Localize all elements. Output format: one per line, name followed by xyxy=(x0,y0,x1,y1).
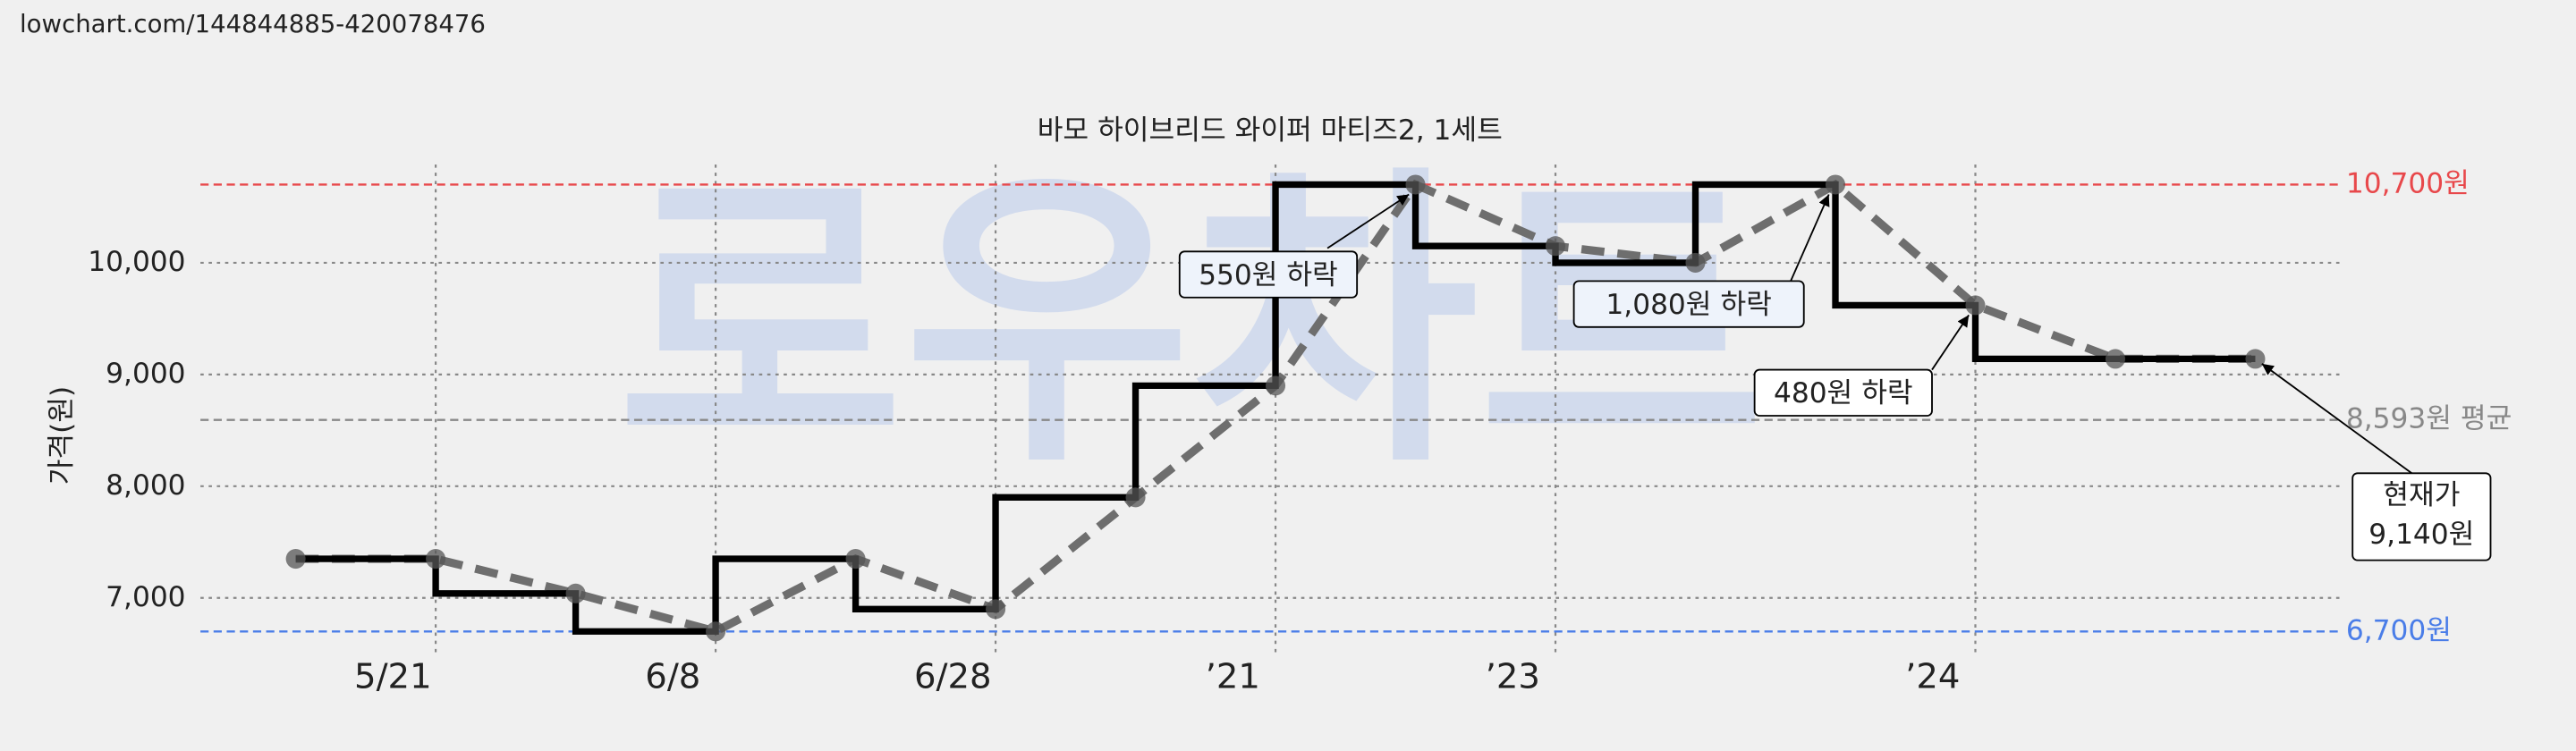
reference-label: 8,593원 평균 xyxy=(2346,403,2512,435)
annotation-arrow xyxy=(1326,193,1410,249)
annotation-box xyxy=(1572,280,1805,328)
data-point xyxy=(285,549,306,570)
data-point xyxy=(1825,174,1846,195)
data-point xyxy=(1405,174,1426,195)
data-point xyxy=(1685,252,1706,273)
annotation-box xyxy=(1178,250,1359,299)
data-point xyxy=(845,549,866,570)
y-tick-label: 10,000 xyxy=(88,246,185,278)
annotation-text: 1,080원 하락 xyxy=(1606,289,1771,321)
current-price-text: 현재가 xyxy=(2383,479,2460,511)
x-tick-label: ’24 xyxy=(1905,656,1960,696)
data-point xyxy=(986,599,1006,620)
y-tick-label: 8,000 xyxy=(106,469,185,502)
annotation-text: 550원 하락 xyxy=(1199,259,1338,291)
current-price-text: 9,140원 xyxy=(2368,519,2474,551)
annotation-box xyxy=(1753,368,1933,417)
x-tick-label: 5/21 xyxy=(354,656,432,696)
y-tick-label: 9,000 xyxy=(106,358,185,390)
x-tick-label: ’21 xyxy=(1206,656,1260,696)
data-point xyxy=(426,549,446,570)
annotation-text: 480원 하락 xyxy=(1774,377,1913,409)
data-point xyxy=(1965,295,1986,316)
chart-title: 바모 하이브리드 와이퍼 마티즈2, 1세트 xyxy=(1038,114,1503,147)
reference-label: 6,700원 xyxy=(2346,614,2452,646)
data-point xyxy=(1266,376,1286,396)
annotation-arrow xyxy=(1790,194,1830,282)
data-point xyxy=(706,621,726,642)
data-point xyxy=(2105,349,2125,369)
x-tick-label: 6/8 xyxy=(645,656,700,696)
y-tick-label: 7,000 xyxy=(106,581,185,613)
annotation-box xyxy=(2351,472,2492,561)
x-tick-label: ’23 xyxy=(1486,656,1540,696)
x-tick-label: 6/28 xyxy=(914,656,992,696)
data-point xyxy=(1546,236,1566,257)
data-point xyxy=(1125,487,1146,508)
data-point xyxy=(565,583,586,603)
annotation-arrow xyxy=(2261,363,2412,475)
source-url: lowchart.com/144844885-420078476 xyxy=(20,10,486,38)
annotation-arrow xyxy=(1931,314,1970,371)
y-axis-label: 가격(원) xyxy=(46,386,78,485)
reference-label: 10,700원 xyxy=(2346,167,2470,199)
data-point xyxy=(2245,349,2266,369)
